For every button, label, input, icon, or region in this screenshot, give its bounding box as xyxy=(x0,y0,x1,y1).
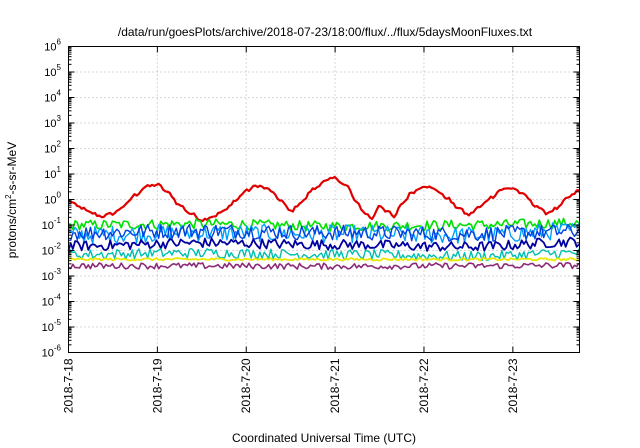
y-tick-label: 10-5 xyxy=(42,318,62,334)
y-tick-exponent: -6 xyxy=(54,344,62,353)
y-tick-label: 102 xyxy=(44,140,61,156)
y-tick-label: 10-6 xyxy=(42,344,62,360)
y-tick-exponent: -1 xyxy=(54,216,62,225)
x-tick-label: 2018-7-23 xyxy=(506,358,520,413)
series-line-3 xyxy=(68,222,580,244)
x-tick-label: 2018-7-22 xyxy=(417,358,431,413)
y-tick-label: 10-4 xyxy=(42,293,62,309)
y-tick-base: 10 xyxy=(44,144,56,156)
series-line-7 xyxy=(68,257,580,262)
y-tick-label: 101 xyxy=(44,165,61,181)
series-line-4 xyxy=(68,223,580,242)
y-axis-label-superscript: 2 xyxy=(4,194,13,199)
y-tick-base: 10 xyxy=(44,169,56,181)
y-tick-label: 103 xyxy=(44,114,61,130)
y-tick-base: 10 xyxy=(44,42,56,54)
y-tick-exponent: 3 xyxy=(57,114,62,123)
y-tick-exponent: -5 xyxy=(54,318,62,327)
y-axis-label-text: protons/cm xyxy=(5,199,19,258)
y-tick-exponent: 0 xyxy=(57,191,62,200)
y-tick-label: 10-1 xyxy=(42,216,62,232)
chart-title: /data/run/goesPlots/archive/2018-07-23/1… xyxy=(118,25,533,39)
x-axis: 2018-7-18 2018-7-19 2018-7-20 2018-7-21 2018… xyxy=(62,46,520,413)
series-line-8 xyxy=(68,262,580,270)
x-tick-label: 2018-7-21 xyxy=(328,358,342,413)
y-axis-label-units: -s-sr-MeV xyxy=(5,142,19,195)
y-tick-base: 10 xyxy=(44,93,56,105)
y-tick-base: 10 xyxy=(42,271,54,283)
series-layer xyxy=(67,175,580,270)
y-axis-label: protons/cm2-s-sr-MeV xyxy=(4,142,19,258)
y-tick-label: 106 xyxy=(44,38,61,54)
y-tick-base: 10 xyxy=(42,220,54,232)
grid-lines xyxy=(68,46,580,353)
y-tick-base: 10 xyxy=(44,118,56,130)
y-tick-exponent: -4 xyxy=(54,293,62,302)
y-tick-label: 104 xyxy=(44,89,61,105)
y-tick-label: 105 xyxy=(44,63,61,79)
y-tick-base: 10 xyxy=(44,67,56,79)
y-tick-exponent: 5 xyxy=(57,63,62,72)
y-tick-base: 10 xyxy=(42,322,54,334)
x-tick-label: 2018-7-18 xyxy=(62,358,76,413)
x-tick-label: 2018-7-19 xyxy=(150,358,164,413)
y-tick-label: 10-3 xyxy=(42,267,62,283)
y-tick-base: 10 xyxy=(42,297,54,309)
y-tick-label: 10-2 xyxy=(42,242,62,258)
y-tick-base: 10 xyxy=(42,246,54,258)
y-tick-exponent: 4 xyxy=(57,89,62,98)
series-line-6 xyxy=(67,248,580,262)
y-tick-exponent: -3 xyxy=(54,267,62,276)
series-line-5 xyxy=(67,236,580,252)
y-tick-exponent: 2 xyxy=(57,140,62,149)
y-axis: 10-610-510-410-310-210-11001011021031041… xyxy=(42,38,580,360)
y-tick-exponent: 1 xyxy=(57,165,62,174)
y-tick-base: 10 xyxy=(44,195,56,207)
y-tick-exponent: -2 xyxy=(54,242,62,251)
y-tick-exponent: 6 xyxy=(57,38,62,47)
x-axis-label: Coordinated Universal Time (UTC) xyxy=(232,431,416,445)
y-tick-base: 10 xyxy=(42,348,54,360)
series-line-2 xyxy=(68,217,580,232)
y-tick-label: 100 xyxy=(44,191,61,207)
x-tick-label: 2018-7-20 xyxy=(239,358,253,413)
series-line-1 xyxy=(67,175,580,222)
